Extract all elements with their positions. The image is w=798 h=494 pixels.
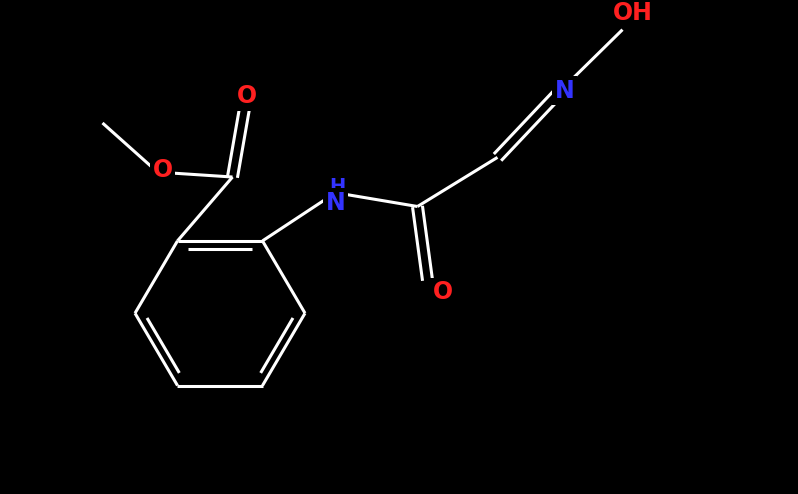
Text: O: O: [236, 84, 257, 109]
Text: N: N: [555, 79, 575, 103]
Text: H: H: [330, 177, 346, 196]
Text: OH: OH: [613, 1, 653, 25]
Text: O: O: [152, 158, 172, 182]
Text: N: N: [326, 191, 346, 214]
Text: O: O: [433, 280, 452, 304]
